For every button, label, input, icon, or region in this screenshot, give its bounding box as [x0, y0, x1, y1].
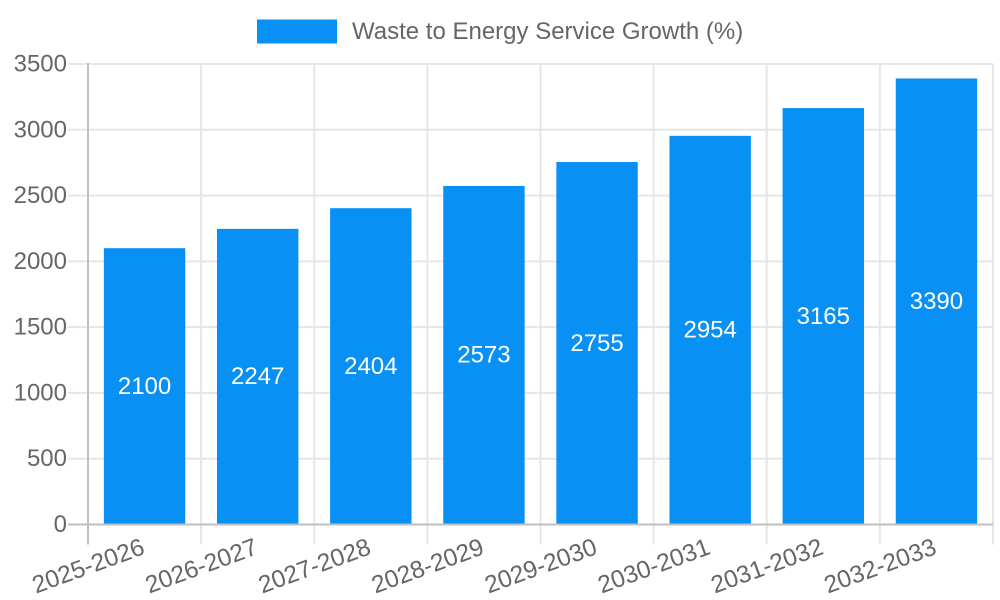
- svg-text:2404: 2404: [344, 353, 397, 380]
- svg-text:3500: 3500: [14, 51, 67, 78]
- svg-text:0: 0: [54, 511, 67, 538]
- svg-text:2755: 2755: [570, 330, 623, 357]
- svg-text:2954: 2954: [683, 317, 736, 344]
- svg-text:2000: 2000: [14, 248, 67, 275]
- svg-text:Waste to Energy Service Growth: Waste to Energy Service Growth (%): [352, 18, 743, 45]
- svg-text:3390: 3390: [910, 288, 963, 315]
- svg-text:2100: 2100: [118, 373, 171, 400]
- svg-text:500: 500: [27, 445, 67, 472]
- svg-text:2500: 2500: [14, 182, 67, 209]
- svg-text:1500: 1500: [14, 314, 67, 341]
- svg-text:3165: 3165: [797, 303, 850, 330]
- svg-text:1000: 1000: [14, 379, 67, 406]
- svg-text:2247: 2247: [231, 363, 284, 390]
- svg-text:3000: 3000: [14, 116, 67, 143]
- svg-text:2573: 2573: [457, 342, 510, 369]
